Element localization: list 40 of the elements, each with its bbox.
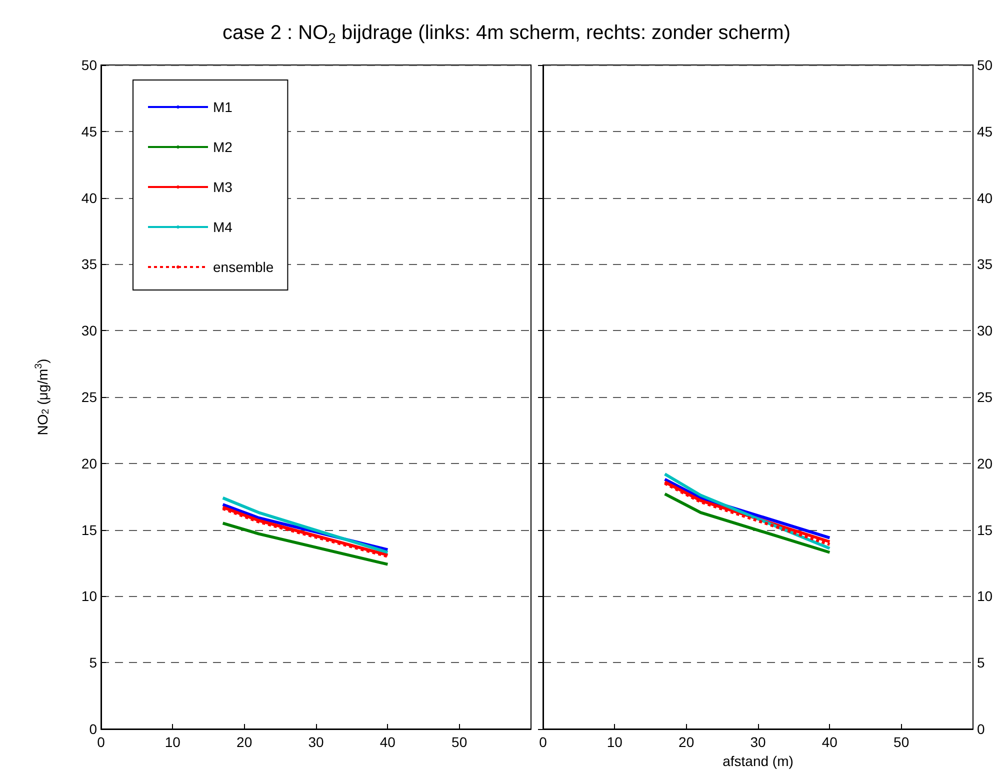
y-tick-label: 25	[977, 389, 993, 405]
x-tick-label: 10	[606, 734, 623, 750]
y-tick-label: 45	[81, 123, 98, 140]
y-tick-label: 40	[81, 190, 98, 206]
x-axis-title: afstand (m)	[722, 752, 794, 769]
y-tick-label: 5	[89, 654, 98, 671]
x-tick-label: 40	[822, 734, 838, 750]
x-tick-label: 40	[380, 734, 396, 750]
y-tick-label: 50	[81, 57, 98, 73]
y-tick-label: 50	[977, 57, 993, 73]
x-tick-label: 20	[678, 734, 694, 750]
x-tick-label: 30	[750, 734, 766, 750]
y-axis-title: NO2 (μg/m3)	[34, 358, 52, 436]
y-tick-label: 30	[977, 322, 993, 339]
x-tick-label: 50	[452, 734, 468, 750]
y-tick-label: 0	[89, 721, 98, 737]
y-tick-label: 0	[977, 721, 985, 737]
y-tick-label: 15	[81, 522, 98, 538]
y-tick-label: 5	[977, 654, 985, 671]
y-tick-label: 35	[81, 256, 98, 272]
x-tick-label: 30	[308, 734, 324, 750]
y-tick-label: 40	[977, 190, 993, 206]
y-tick-label: 10	[81, 588, 98, 604]
x-tick-label: 0	[539, 734, 548, 750]
x-tick-label: 50	[894, 734, 910, 750]
y-tick-label: 30	[81, 322, 98, 339]
legend-label: ensemble	[213, 259, 274, 275]
y-tick-label: 10	[977, 588, 993, 604]
y-tick-label: 25	[81, 389, 98, 405]
y-tick-label: 35	[977, 256, 993, 272]
legend-label: M3	[213, 179, 233, 195]
legend-label: M4	[213, 219, 233, 235]
y-tick-label: 20	[977, 455, 993, 472]
x-tick-label: 20	[236, 734, 252, 750]
legend-label: M1	[213, 99, 233, 115]
y-tick-label: 20	[81, 455, 98, 472]
legend-label: M2	[213, 139, 233, 155]
y-tick-label: 45	[977, 123, 993, 140]
x-tick-label: 10	[164, 734, 181, 750]
y-tick-label: 15	[977, 522, 993, 538]
